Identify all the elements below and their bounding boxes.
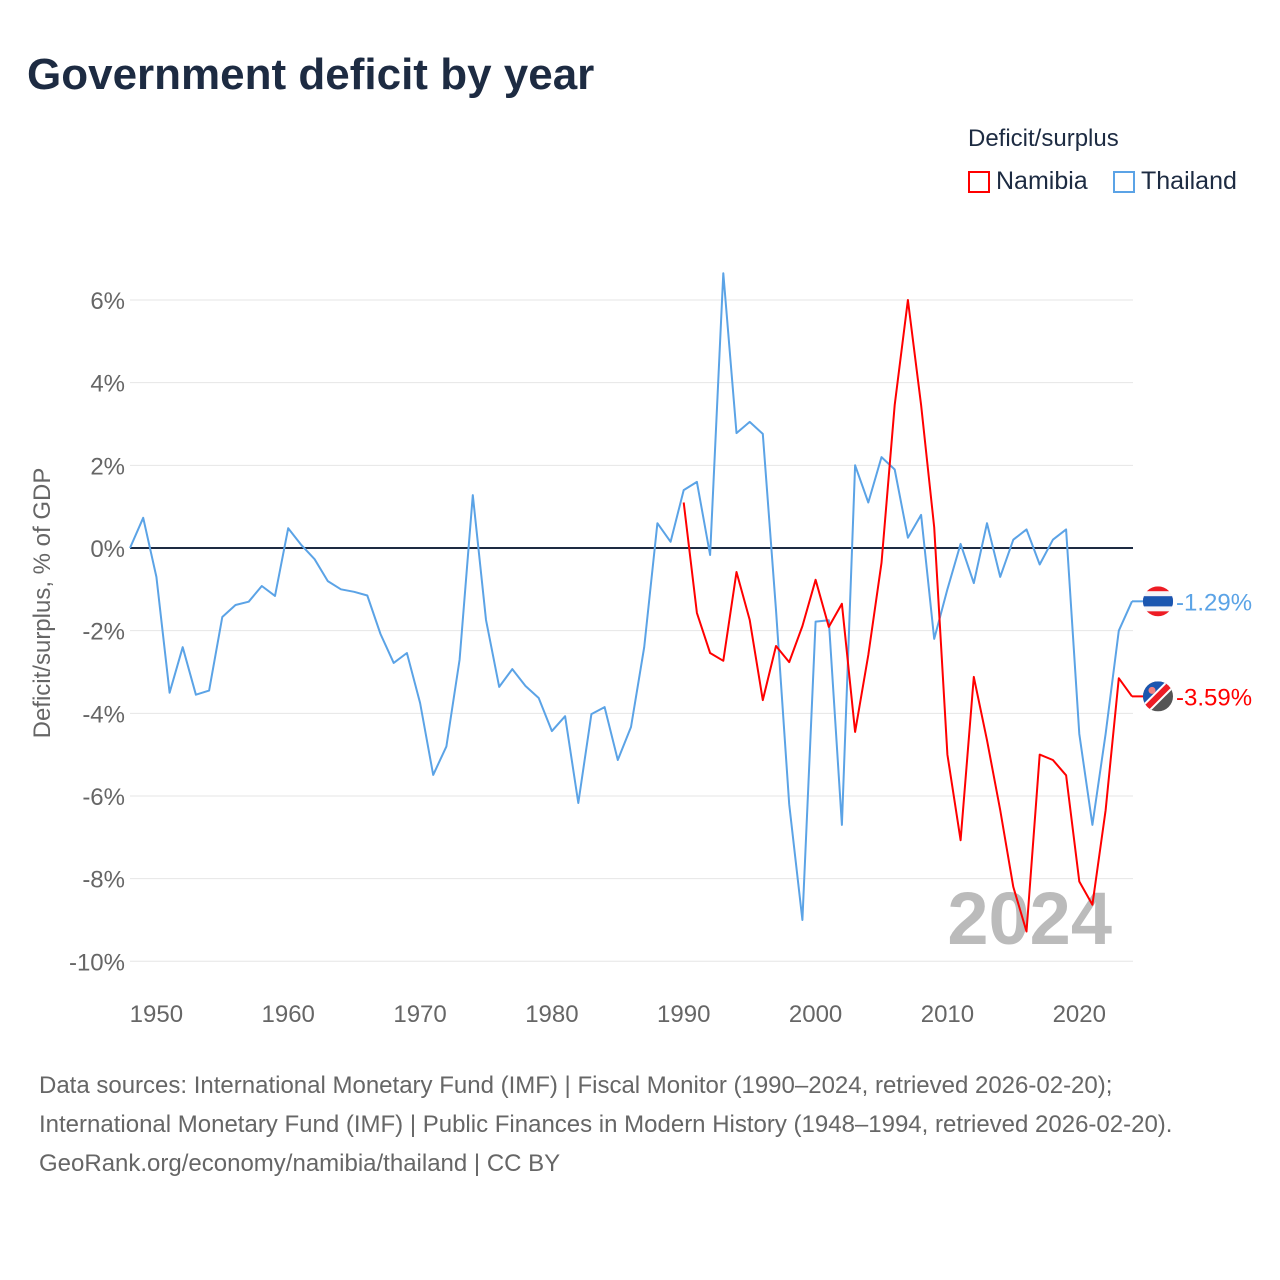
x-tick-label: 2000 bbox=[789, 1001, 842, 1028]
footer: Data sources: International Monetary Fun… bbox=[39, 1066, 1239, 1183]
y-tick-label: -10% bbox=[69, 949, 125, 976]
legend-title: Deficit/surplus bbox=[968, 125, 1119, 152]
line-chart: 6% 4% 2% 0% -2% -4% -6% -8% -10%1950 1960 1970 1980… bbox=[29, 272, 1252, 1028]
credit-link[interactable]: GeoRank.org/economy/namibia/thailand | C… bbox=[39, 1150, 561, 1177]
y-tick-label: -4% bbox=[82, 701, 125, 728]
chart-title: Government deficit by year bbox=[27, 50, 595, 99]
x-tick-label: 1950 bbox=[130, 1001, 183, 1028]
y-tick-label: 0% bbox=[90, 536, 125, 563]
y-tick-label: -2% bbox=[82, 619, 125, 646]
data-sources: Data sources: International Monetary Fun… bbox=[39, 1072, 1173, 1138]
y-tick-label: 4% bbox=[90, 371, 125, 398]
y-tick-label: 6% bbox=[90, 288, 125, 315]
y-tick-label: -6% bbox=[82, 784, 125, 811]
y-tick-label: -8% bbox=[82, 867, 125, 894]
legend-swatch-thailand bbox=[1113, 170, 1135, 193]
legend-swatch-namibia bbox=[968, 170, 990, 193]
x-tick-label: 1990 bbox=[657, 1001, 710, 1028]
legend-item-thailand[interactable]: Thailand bbox=[1113, 167, 1237, 196]
legend-label: Namibia bbox=[996, 167, 1088, 195]
x-tick-label: 1960 bbox=[262, 1001, 315, 1028]
legend-label: Thailand bbox=[1141, 167, 1237, 195]
flag-namibia-icon bbox=[1143, 681, 1173, 712]
flag-thailand-icon bbox=[1143, 586, 1173, 617]
series-line-thailand bbox=[129, 272, 1133, 921]
legend-item-namibia[interactable]: Namibia bbox=[968, 167, 1088, 196]
y-axis-label: Deficit/surplus, % of GDP bbox=[29, 468, 56, 739]
x-tick-label: 1970 bbox=[393, 1001, 446, 1028]
x-tick-label: 2020 bbox=[1053, 1001, 1106, 1028]
end-value-label-namibia: -3.59% bbox=[1176, 684, 1252, 711]
x-tick-label: 1980 bbox=[525, 1001, 578, 1028]
end-value-label-thailand: -1.29% bbox=[1176, 589, 1252, 616]
series-line-namibia bbox=[682, 299, 1133, 933]
x-tick-label: 2010 bbox=[921, 1001, 974, 1028]
y-tick-label: 2% bbox=[90, 453, 125, 480]
